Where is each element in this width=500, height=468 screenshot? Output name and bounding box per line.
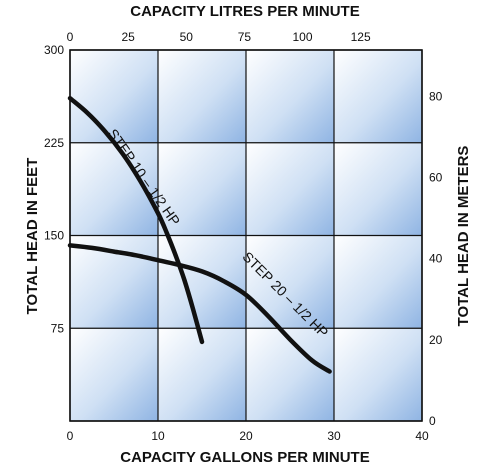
- top-tick-label: 100: [292, 30, 312, 44]
- grid-cell: [246, 142, 334, 236]
- right-tick-label: 0: [429, 414, 436, 428]
- y-tick-label: 150: [44, 229, 64, 243]
- grid-cell: [334, 142, 422, 236]
- y-tick-label: 75: [51, 321, 65, 335]
- grid-cell: [70, 50, 158, 143]
- top-tick-label: 0: [67, 30, 74, 44]
- y-tick-label: 225: [44, 136, 64, 150]
- top-tick-label: 25: [121, 30, 135, 44]
- top-tick-label: 125: [351, 30, 371, 44]
- x-axis-title: CAPACITY GALLONS PER MINUTE: [120, 449, 369, 466]
- top-tick-label: 75: [238, 30, 252, 44]
- y-tick-label: 300: [44, 43, 64, 57]
- x-tick-label: 40: [415, 429, 429, 443]
- right-tick-label: 60: [429, 171, 443, 185]
- grid-cell: [246, 235, 334, 329]
- step-10-curve: [67, 95, 205, 345]
- plot-frame: [69, 49, 423, 422]
- step-20-curve: [67, 243, 332, 374]
- top-axis-title: CAPACITY LITRES PER MINUTE: [130, 3, 359, 20]
- x-tick-label: 30: [327, 429, 341, 443]
- right-tick-label: 20: [429, 333, 443, 347]
- grid-cell: [70, 328, 158, 421]
- x-tick-label: 10: [151, 429, 165, 443]
- grid-cell: [334, 235, 422, 329]
- pump-curves: [67, 95, 332, 374]
- right-axis-title: TOTAL HEAD IN METERS: [455, 146, 472, 327]
- right-tick-label: 80: [429, 89, 443, 103]
- plot-area-cells: [70, 50, 422, 421]
- grid-cell: [158, 50, 246, 143]
- grid-cell: [246, 328, 334, 421]
- grid-cell: [334, 328, 422, 421]
- grid-cell: [246, 50, 334, 143]
- right-tick-label: 40: [429, 252, 443, 266]
- left-axis-title: TOTAL HEAD IN FEET: [24, 158, 41, 315]
- x-tick-label: 20: [239, 429, 253, 443]
- grid-cell: [158, 142, 246, 236]
- x-tick-label: 0: [67, 429, 74, 443]
- grid-lines: [69, 49, 423, 422]
- top-tick-label: 50: [180, 30, 194, 44]
- grid-cell: [334, 50, 422, 143]
